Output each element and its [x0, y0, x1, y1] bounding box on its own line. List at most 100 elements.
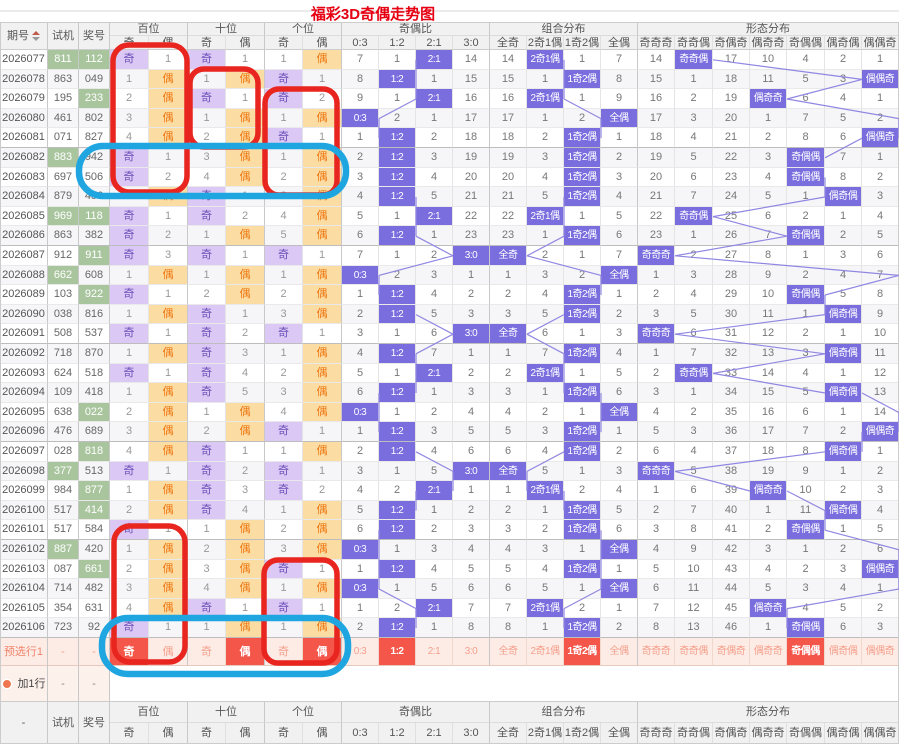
preselect-form-option[interactable]: 偶奇奇	[750, 638, 787, 666]
cell-odd-even: 奇	[110, 618, 149, 638]
cell-combo: 全偶	[601, 402, 638, 423]
cell-combo: 1奇2偶	[564, 500, 601, 521]
preselect-form-option[interactable]: 奇偶偶	[787, 638, 825, 666]
preselect-combo-option[interactable]: 全偶	[601, 638, 638, 666]
cell-odd-even: 偶	[226, 618, 265, 638]
cell-ratio: 5	[416, 579, 453, 599]
add-row-button[interactable]: 加1行	[0, 666, 48, 702]
cell-form: 7	[825, 148, 862, 168]
footer-combo-group-header: 组合分布	[490, 702, 638, 723]
cell-form: 1	[787, 187, 825, 207]
cell-ratio: 1	[379, 540, 416, 560]
cell-odd-even: 奇	[265, 559, 303, 580]
preselect-odd-even-option[interactable]: 奇	[110, 638, 149, 666]
preselect-odd-even-option[interactable]: 奇	[265, 638, 303, 666]
cell-odd-even: 3	[265, 187, 303, 207]
cell-form: 7	[750, 226, 787, 246]
cell-test-number: 038	[48, 304, 79, 325]
cell-form: 奇偶偶	[787, 148, 825, 168]
cell-period: 2026102	[0, 540, 48, 560]
cell-prize-number: 661	[79, 559, 110, 580]
cell-combo: 2	[490, 285, 527, 305]
preselect-form-option[interactable]: 奇奇偶	[675, 638, 713, 666]
cell-period: 2026083	[0, 167, 48, 188]
cell-odd-even: 偶	[303, 285, 342, 305]
cell-odd-even: 1	[188, 265, 226, 286]
preselect-form-option[interactable]: 奇奇奇	[638, 638, 675, 666]
cell-form: 1	[825, 402, 862, 423]
cell-form: 7	[675, 344, 713, 364]
footer-sub-header: 偶	[226, 723, 265, 744]
preselect-ratio-option[interactable]: 0:3	[342, 638, 379, 666]
cell-combo: 3	[490, 520, 527, 540]
preselect-odd-even-option[interactable]: 偶	[226, 638, 265, 666]
cell-ratio: 2	[342, 442, 379, 462]
sub-header: 2奇1偶	[527, 36, 564, 50]
cell-combo: 1奇2偶	[564, 226, 601, 246]
cell-form: 8	[862, 285, 899, 305]
sub-header: 偶奇奇	[750, 36, 787, 50]
preselect-row-label[interactable]: 预选行1	[0, 638, 48, 666]
cell-ratio: 6	[453, 579, 490, 599]
cell-form: 15	[750, 383, 787, 403]
preselect-form-option[interactable]: 奇偶奇	[713, 638, 750, 666]
cell-test-number: 028	[48, 442, 79, 462]
cell-form: 1	[862, 579, 899, 599]
preselect-odd-even-option[interactable]: 偶	[149, 638, 188, 666]
cell-odd-even: 1	[149, 461, 188, 482]
cell-ratio: 3	[416, 422, 453, 442]
cell-ratio: 1	[379, 324, 416, 344]
cell-form: 5	[787, 69, 825, 90]
period-header[interactable]: 期号	[0, 22, 48, 50]
preselect-odd-even-option[interactable]: 奇	[188, 638, 226, 666]
cell-form: 偶奇偶	[825, 383, 862, 403]
cell-odd-even: 1	[149, 324, 188, 344]
cell-odd-even: 偶	[303, 206, 342, 227]
cell-form: 5	[675, 148, 713, 168]
preselect-form-option[interactable]: 偶奇偶	[825, 638, 862, 666]
cell-odd-even: 2	[149, 226, 188, 246]
cell-form: 偶奇奇	[750, 89, 787, 109]
add-row-label: 加1行	[17, 678, 46, 690]
cell-form: 1	[862, 89, 899, 109]
cell-odd-even: 2	[265, 167, 303, 188]
cell-form: 1	[750, 108, 787, 129]
cell-test-number: 087	[48, 559, 79, 580]
cell-odd-even: 偶	[149, 442, 188, 462]
cell-ratio: 5	[342, 206, 379, 227]
cell-combo: 2奇1偶	[527, 50, 564, 70]
cell-prize-number: 689	[79, 422, 110, 442]
cell-form: 6	[862, 540, 899, 560]
cell-ratio: 5	[416, 461, 453, 482]
cell-form: 1	[862, 148, 899, 168]
preselect-form-option[interactable]: 偶偶奇	[862, 638, 899, 666]
sort-icon[interactable]	[32, 31, 40, 42]
preselect-combo-option[interactable]: 全奇	[490, 638, 527, 666]
cell-ratio: 1:2	[379, 69, 416, 90]
cell-odd-even: 奇	[188, 50, 226, 70]
cell-test-number: 883	[48, 148, 79, 168]
cell-form: 偶偶奇	[862, 128, 899, 148]
cell-odd-even: 偶	[226, 559, 265, 580]
preselect-ratio-option[interactable]: 3:0	[453, 638, 490, 666]
cell-period: 2026090	[0, 304, 48, 325]
cell-combo: 5	[601, 363, 638, 384]
cell-ratio: 4	[416, 442, 453, 462]
cell-form: 19	[638, 148, 675, 168]
cell-form: 奇偶偶	[787, 520, 825, 540]
preselect-combo-option[interactable]: 1奇2偶	[564, 638, 601, 666]
cell-odd-even: 1	[303, 246, 342, 266]
preselect-odd-even-option[interactable]: 偶	[303, 638, 342, 666]
preselect-combo-option[interactable]: 2奇1偶	[527, 638, 564, 666]
cell-form: 1	[787, 304, 825, 325]
cell-test-number: 662	[48, 265, 79, 286]
cell-period: 2026106	[0, 618, 48, 638]
preselect-ratio-option[interactable]: 2:1	[416, 638, 453, 666]
cell-ratio: 1:2	[379, 344, 416, 364]
cell-odd-even: 偶	[226, 69, 265, 90]
cell-ratio: 1:2	[379, 128, 416, 148]
cell-period: 2026077	[0, 50, 48, 70]
cell-prize-number: 518	[79, 363, 110, 384]
cell-odd-even: 1	[226, 304, 265, 325]
preselect-ratio-option[interactable]: 1:2	[379, 638, 416, 666]
